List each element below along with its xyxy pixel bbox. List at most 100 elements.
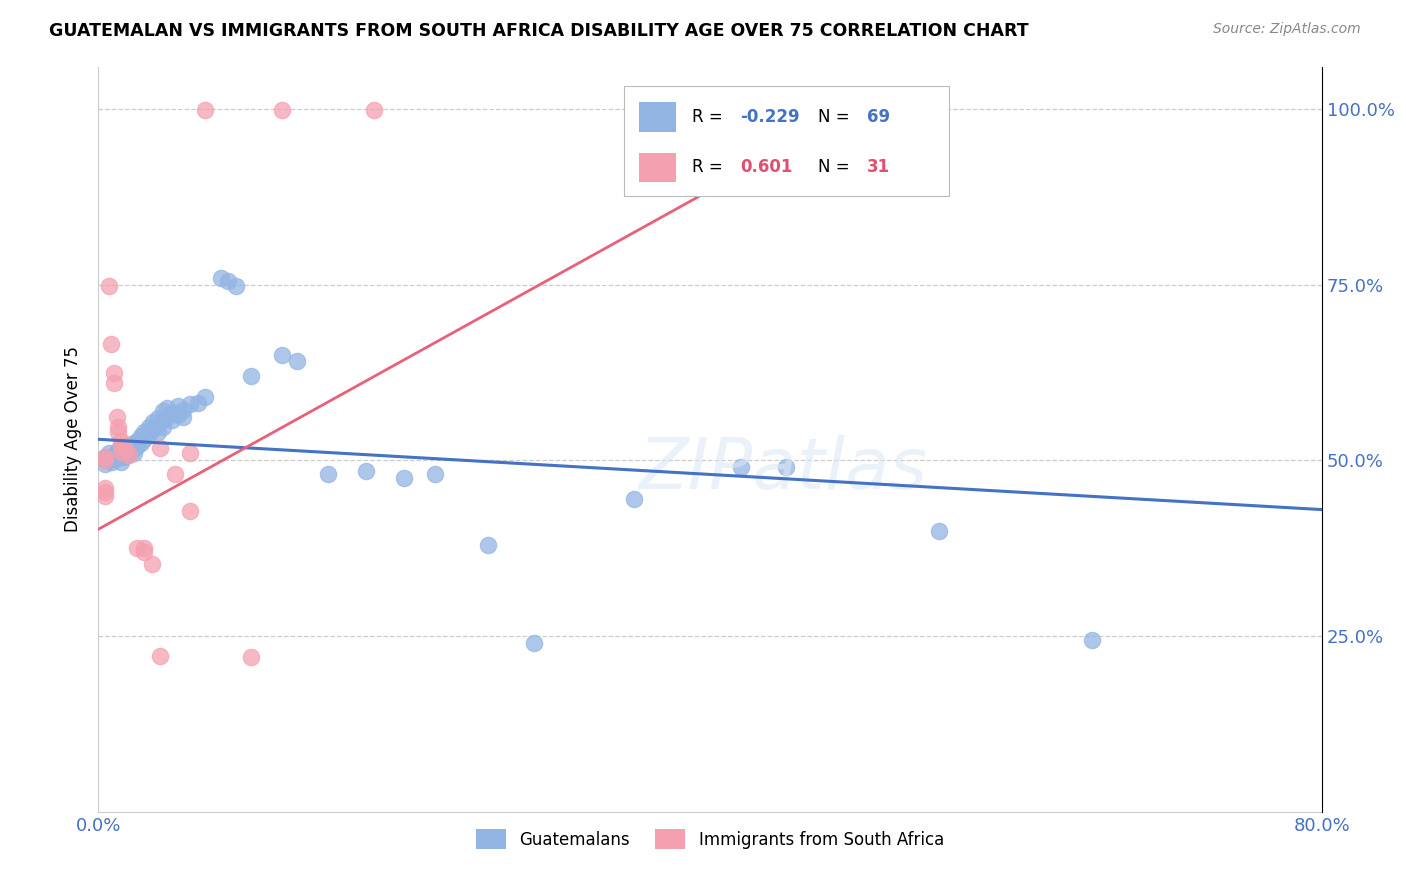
- Point: [217, 274, 239, 288]
- Point: [928, 524, 950, 538]
- Point: [122, 446, 145, 460]
- Point: [110, 450, 132, 464]
- Point: [354, 464, 377, 478]
- Point: [117, 442, 139, 457]
- Point: [270, 103, 292, 118]
- Point: [138, 426, 160, 441]
- Point: [125, 434, 148, 448]
- Point: [730, 460, 752, 475]
- Point: [129, 435, 152, 450]
- Point: [110, 434, 132, 448]
- Point: [179, 446, 201, 460]
- Point: [101, 450, 124, 464]
- Text: R =: R =: [692, 108, 728, 126]
- Point: [122, 441, 145, 455]
- Point: [110, 445, 132, 459]
- Point: [270, 348, 292, 362]
- Point: [103, 376, 125, 390]
- Point: [117, 438, 139, 452]
- Point: [93, 489, 115, 503]
- Point: [163, 467, 186, 482]
- Point: [134, 433, 156, 447]
- Text: 0.601: 0.601: [741, 159, 793, 177]
- Point: [118, 448, 141, 462]
- Point: [134, 425, 156, 440]
- Point: [225, 279, 247, 293]
- Point: [1081, 632, 1104, 647]
- Point: [141, 558, 163, 572]
- Point: [149, 441, 172, 455]
- Point: [129, 429, 152, 443]
- Text: 69: 69: [866, 108, 890, 126]
- Point: [101, 455, 124, 469]
- Point: [160, 406, 183, 420]
- Point: [115, 442, 138, 457]
- FancyBboxPatch shape: [640, 102, 676, 132]
- Point: [285, 353, 308, 368]
- Point: [392, 471, 416, 485]
- Point: [146, 418, 169, 433]
- Point: [120, 445, 142, 459]
- Point: [316, 467, 339, 482]
- Point: [194, 390, 217, 404]
- Point: [93, 453, 115, 467]
- Point: [107, 442, 129, 457]
- Point: [240, 369, 263, 384]
- Point: [167, 399, 190, 413]
- Point: [107, 450, 129, 464]
- Point: [93, 453, 115, 467]
- Text: N =: N =: [818, 108, 855, 126]
- Point: [623, 491, 645, 506]
- Point: [134, 545, 156, 559]
- Point: [93, 457, 115, 471]
- Point: [172, 409, 194, 424]
- Point: [152, 404, 174, 418]
- Point: [167, 408, 190, 422]
- Point: [156, 401, 179, 415]
- Point: [152, 419, 174, 434]
- Point: [98, 279, 121, 293]
- Point: [105, 409, 128, 424]
- Point: [240, 650, 263, 665]
- Point: [156, 409, 179, 424]
- Point: [523, 636, 546, 650]
- Point: [125, 439, 148, 453]
- Text: N =: N =: [818, 159, 855, 177]
- Point: [142, 415, 165, 429]
- Point: [98, 453, 121, 467]
- Point: [117, 448, 139, 462]
- FancyBboxPatch shape: [624, 86, 949, 195]
- Point: [142, 422, 165, 436]
- Point: [93, 450, 115, 464]
- Point: [775, 460, 797, 475]
- Point: [100, 337, 122, 351]
- Point: [103, 366, 125, 380]
- Point: [138, 419, 160, 434]
- Text: GUATEMALAN VS IMMIGRANTS FROM SOUTH AFRICA DISABILITY AGE OVER 75 CORRELATION CH: GUATEMALAN VS IMMIGRANTS FROM SOUTH AFRI…: [49, 22, 1029, 40]
- Point: [134, 541, 156, 556]
- Point: [112, 450, 135, 464]
- Text: Source: ZipAtlas.com: Source: ZipAtlas.com: [1213, 22, 1361, 37]
- Point: [112, 441, 135, 455]
- FancyBboxPatch shape: [640, 153, 676, 182]
- Point: [187, 396, 209, 410]
- Point: [104, 448, 127, 462]
- Point: [194, 103, 217, 118]
- Point: [112, 446, 135, 460]
- Text: ZIPatlas: ZIPatlas: [638, 434, 928, 504]
- Point: [179, 397, 201, 411]
- Point: [477, 538, 499, 552]
- Point: [110, 439, 132, 453]
- Point: [93, 450, 115, 464]
- Point: [146, 411, 169, 425]
- Point: [104, 452, 127, 467]
- Point: [146, 425, 169, 440]
- Point: [110, 445, 132, 459]
- Point: [363, 103, 385, 118]
- Point: [98, 446, 121, 460]
- Legend: Guatemalans, Immigrants from South Africa: Guatemalans, Immigrants from South Afric…: [468, 822, 952, 857]
- Point: [152, 412, 174, 426]
- Point: [107, 425, 129, 440]
- Point: [149, 648, 172, 663]
- Point: [93, 482, 115, 496]
